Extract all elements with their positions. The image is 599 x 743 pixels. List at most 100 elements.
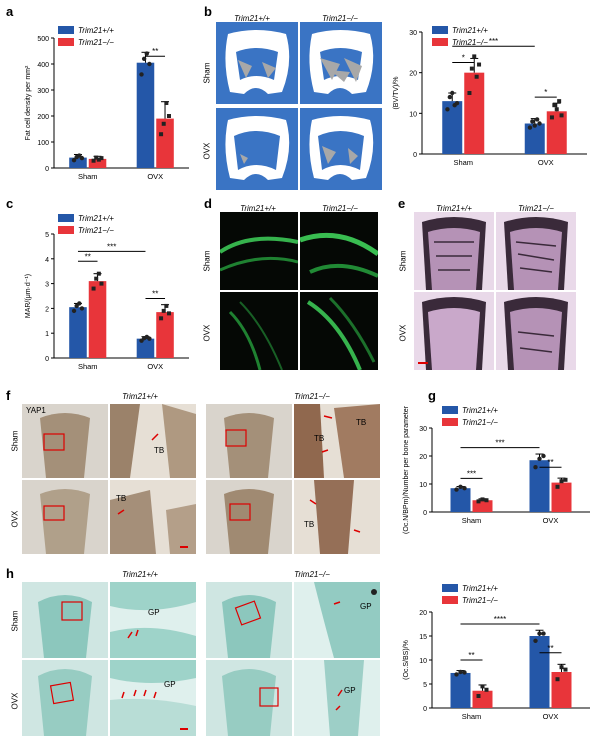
- data-point: [527, 125, 533, 130]
- data-point: [91, 286, 96, 291]
- trap-ovx-ko-low: [206, 660, 292, 736]
- ihc-ovx-wt-low: [22, 480, 108, 554]
- y-tick-label: 300: [37, 88, 49, 95]
- col-label-f-ko: Trim21−/−: [294, 392, 330, 401]
- panel-letter-a: a: [6, 4, 14, 19]
- data-point: [467, 91, 472, 95]
- data-point: [164, 303, 169, 308]
- bar: [442, 101, 463, 154]
- data-point: [537, 121, 542, 126]
- panel-letter-h: h: [6, 566, 14, 581]
- legend-swatch: [442, 596, 458, 604]
- bar: [88, 158, 107, 168]
- legend-swatch: [432, 38, 448, 46]
- significance-label: ***: [489, 37, 498, 46]
- data-point: [555, 484, 560, 489]
- calcein-sham-ko: [300, 212, 378, 290]
- y-tick-label: 30: [419, 426, 427, 433]
- bar: [551, 482, 572, 512]
- legend-label: Trim21−/−: [462, 418, 498, 427]
- scale-bar-h: [180, 728, 188, 730]
- bar: [156, 118, 174, 168]
- y-tick-label: 2: [45, 306, 49, 313]
- legend-label: Trim21−/−: [78, 226, 114, 235]
- col-label-f-wt: Trim21+/+: [122, 392, 158, 401]
- y-tick-label: 3: [45, 282, 49, 289]
- data-point: [159, 132, 164, 137]
- row-label-e-ovx: OVX: [398, 324, 408, 342]
- tb-label: TB: [356, 418, 367, 427]
- data-point: [450, 90, 455, 96]
- data-point: [484, 498, 489, 503]
- legend-swatch: [58, 26, 74, 34]
- data-point: [554, 107, 559, 112]
- calcein-ovx-ko: [300, 292, 378, 370]
- panel-letter-b: b: [204, 4, 212, 19]
- significance-label: ***: [495, 439, 504, 448]
- panel-letter-c: c: [6, 196, 14, 211]
- panel-letter-f: f: [6, 388, 11, 403]
- tb-label: TB: [116, 494, 127, 503]
- data-point: [144, 51, 149, 56]
- y-tick-label: 10: [419, 658, 427, 665]
- ihc-ovx-ko-high: TB: [294, 480, 380, 554]
- y-tick-label: 5: [423, 682, 427, 689]
- row-label-h-ovx: OVX: [10, 692, 20, 710]
- data-point: [99, 281, 104, 286]
- bar: [464, 72, 485, 154]
- ihc-sham-wt-low: YAP1: [22, 404, 108, 478]
- row-label-b-ovx: OVX: [202, 142, 212, 160]
- significance-label: ***: [107, 242, 116, 251]
- data-point: [96, 271, 101, 276]
- data-point: [476, 694, 481, 698]
- col-label-h-wt: Trim21+/+: [122, 570, 158, 579]
- data-point: [141, 56, 147, 61]
- y-tick-label: 0: [423, 706, 427, 713]
- y-axis-label: (Oc.N/BPm)/Number per bone parameter: [403, 405, 410, 534]
- data-point: [454, 100, 460, 106]
- data-point: [462, 670, 467, 675]
- ihc-sham-ko-low: [206, 404, 292, 478]
- legend-label: Trim21+/+: [78, 214, 114, 223]
- row-label-e-sham: Sham: [398, 250, 408, 272]
- data-point: [480, 497, 485, 502]
- data-point: [476, 499, 481, 504]
- x-tick-label: OVX: [538, 158, 554, 167]
- x-tick-label: Sham: [453, 158, 473, 167]
- col-label-b-ko: Trim21−/−: [322, 14, 358, 23]
- data-point: [480, 684, 485, 689]
- y-tick-label: 5: [45, 232, 49, 239]
- x-tick-label: Sham: [78, 172, 98, 181]
- bar: [450, 672, 471, 708]
- data-point: [541, 631, 546, 636]
- data-point: [159, 316, 164, 321]
- data-point: [534, 117, 540, 122]
- significance-label: ***: [467, 469, 476, 478]
- trap-sham-wt-low: [22, 582, 108, 658]
- data-point: [533, 465, 538, 470]
- legend-swatch: [442, 418, 458, 426]
- microct-sham-ko: [300, 22, 382, 104]
- bar: [472, 690, 493, 708]
- data-point: [161, 308, 166, 313]
- y-tick-label: 400: [37, 62, 49, 69]
- data-point: [71, 158, 77, 163]
- ihc-ovx-wt-high: TB: [110, 480, 196, 554]
- y-tick-label: 500: [37, 36, 49, 43]
- legend-label: Trim21+/+: [78, 26, 114, 35]
- legend-swatch: [58, 226, 74, 234]
- y-tick-label: 20: [419, 454, 427, 461]
- data-point: [447, 94, 453, 100]
- data-point: [537, 631, 542, 636]
- y-tick-label: 1: [45, 331, 49, 338]
- data-point: [462, 486, 467, 491]
- calcein-sham-wt: [220, 212, 298, 290]
- trap-ovx-wt-high: GP: [110, 660, 196, 736]
- data-point: [454, 672, 459, 677]
- legend-swatch: [58, 214, 74, 222]
- panel-letter-g: g: [428, 388, 436, 403]
- bar: [69, 307, 87, 358]
- x-tick-label: Sham: [462, 516, 482, 525]
- data-point: [445, 107, 450, 112]
